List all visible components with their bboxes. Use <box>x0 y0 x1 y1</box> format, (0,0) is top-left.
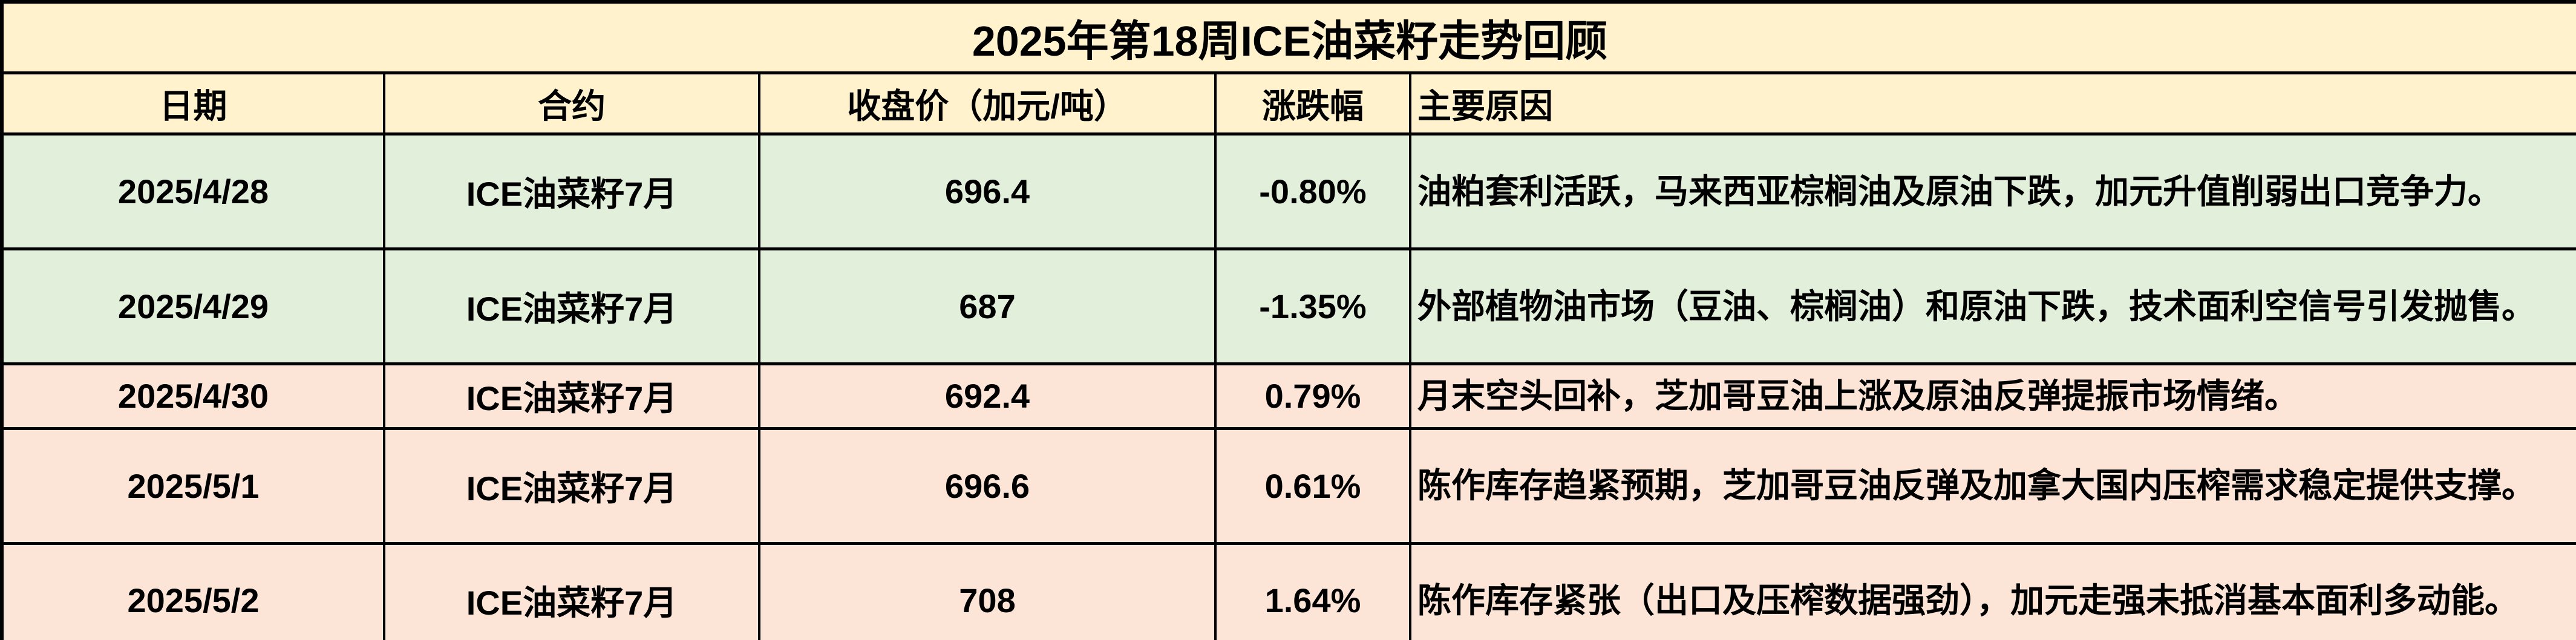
table-row: 2025/5/1 ICE油菜籽7月 696.6 0.61% 陈作库存趋紧预期，芝… <box>1 426 2576 545</box>
cell-main-reason: 油粕套利活跃，马来西亚棕榈油及原油下跌，加元升值削弱出口竞争力。 <box>1408 132 2576 250</box>
cell-close-price: 687 <box>758 247 1217 365</box>
cell-date: 2025/5/1 <box>1 426 385 545</box>
table-row: 2025/4/28 ICE油菜籽7月 696.4 -0.80% 油粕套利活跃，马… <box>1 132 2576 250</box>
table-title: 2025年第18周ICE油菜籽走势回顾 <box>0 0 2576 74</box>
cell-main-reason: 外部植物油市场（豆油、棕榈油）和原油下跌，技术面利空信号引发抛售。 <box>1408 247 2576 365</box>
cell-change-percent: 0.61% <box>1214 426 1411 545</box>
cell-date: 2025/4/30 <box>1 362 385 430</box>
column-header-date: 日期 <box>1 71 385 136</box>
cell-contract: ICE油菜籽7月 <box>383 362 760 430</box>
column-header-row: 日期 合约 收盘价（加元/吨） 涨跌幅 主要原因 <box>1 71 2576 136</box>
cell-contract: ICE油菜籽7月 <box>383 541 760 640</box>
cell-change-percent: -0.80% <box>1214 132 1411 250</box>
cell-main-reason: 陈作库存紧张（出口及压榨数据强劲），加元走强未抵消基本面利多动能。 <box>1408 541 2576 640</box>
cell-date: 2025/4/29 <box>1 247 385 365</box>
column-header-contract: 合约 <box>383 71 760 136</box>
cell-main-reason: 陈作库存趋紧预期，芝加哥豆油反弹及加拿大国内压榨需求稳定提供支撑。 <box>1408 426 2576 545</box>
cell-contract: ICE油菜籽7月 <box>383 247 760 365</box>
cell-contract: ICE油菜籽7月 <box>383 426 760 545</box>
table-row: 2025/5/2 ICE油菜籽7月 708 1.64% 陈作库存紧张（出口及压榨… <box>1 541 2576 640</box>
cell-contract: ICE油菜籽7月 <box>383 132 760 250</box>
cell-close-price: 692.4 <box>758 362 1217 430</box>
cell-date: 2025/4/28 <box>1 132 385 250</box>
cell-close-price: 708 <box>758 541 1217 640</box>
cell-main-reason: 月末空头回补，芝加哥豆油上涨及原油反弹提振市场情绪。 <box>1408 362 2576 430</box>
table-row: 2025/4/30 ICE油菜籽7月 692.4 0.79% 月末空头回补，芝加… <box>1 362 2576 430</box>
title-row: 2025年第18周ICE油菜籽走势回顾 <box>0 0 2576 74</box>
cell-close-price: 696.6 <box>758 426 1217 545</box>
column-header-main-reason: 主要原因 <box>1408 71 2576 136</box>
table-row: 2025/4/29 ICE油菜籽7月 687 -1.35% 外部植物油市场（豆油… <box>1 247 2576 365</box>
column-header-close-price: 收盘价（加元/吨） <box>758 71 1217 136</box>
column-header-change: 涨跌幅 <box>1214 71 1411 136</box>
cell-date: 2025/5/2 <box>1 541 385 640</box>
cell-change-percent: 1.64% <box>1214 541 1411 640</box>
cell-change-percent: 0.79% <box>1214 362 1411 430</box>
cell-change-percent: -1.35% <box>1214 247 1411 365</box>
cell-close-price: 696.4 <box>758 132 1217 250</box>
